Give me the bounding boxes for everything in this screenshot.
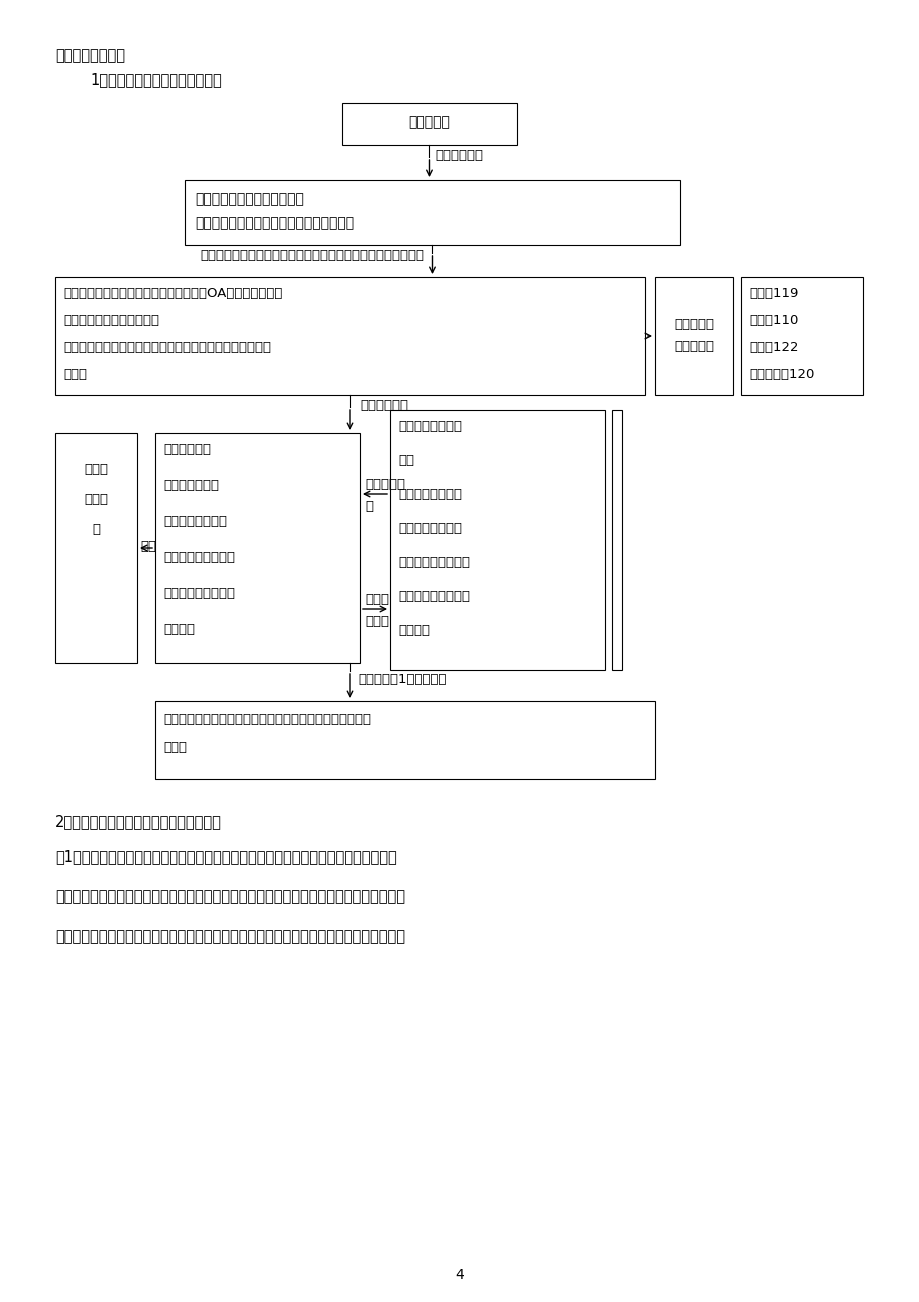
Text: 消防：119: 消防：119 [748, 286, 798, 299]
Text: 经理、项目总工、安: 经理、项目总工、安 [163, 587, 234, 600]
Text: 匪警：110: 匪警：110 [748, 314, 798, 327]
Text: 1、火灾、爆炸事故应急工作流程: 1、火灾、爆炸事故应急工作流程 [90, 72, 221, 87]
Text: 副组长：安全总监: 副组长：安全总监 [163, 516, 227, 529]
Text: 编辑系统，发布预警信息。: 编辑系统，发布预警信息。 [62, 314, 159, 327]
Bar [342, 103, 516, 145]
Text: 一级机: 一级机 [84, 493, 108, 506]
Text: 通知现场任何一位办公室职员，登录公司OA系统的手机短信: 通知现场任何一位办公室职员，登录公司OA系统的手机短信 [62, 286, 282, 299]
Text: 交通：122: 交通：122 [748, 341, 798, 354]
Text: 全知识培训》）。: 全知识培训》）。 [55, 48, 125, 62]
Text: 质量安全保证部、项: 质量安全保证部、项 [398, 590, 470, 603]
Text: 组长：公司总经理: 组长：公司总经理 [398, 488, 461, 501]
Text: 副组长：公司书记: 副组长：公司书记 [398, 522, 461, 535]
Text: 2、火灾、爆炸事故应急流程应遵循的原则: 2、火灾、爆炸事故应急流程应遵循的原则 [55, 814, 221, 829]
Text: 部报警电话: 部报警电话 [674, 340, 713, 353]
Bar [185, 180, 679, 245]
Text: 启动应急机制: 启动应急机制 [359, 398, 407, 411]
Text: 理决策: 理决策 [365, 615, 389, 628]
Text: 装副经理: 装副经理 [163, 622, 195, 635]
Text: 紧急情况为压倒一切的首要任务，绝不能以任何理由推諾拖延。各部门之间、各单位之间必: 紧急情况为压倒一切的首要任务，绝不能以任何理由推諾拖延。各部门之间、各单位之间必 [55, 889, 404, 904]
Text: 组员：项目经理部、: 组员：项目经理部、 [398, 556, 470, 569]
Bar [740, 277, 862, 395]
Text: 报告: 报告 [140, 540, 156, 553]
Text: 迅速前往出事地点开展救治工作，并电话直接联系项目经理手机: 迅速前往出事地点开展救治工作，并电话直接联系项目经理手机 [199, 249, 424, 262]
Text: 府部门: 府部门 [163, 741, 187, 754]
Text: 关: 关 [92, 523, 100, 536]
Bar [55, 434, 137, 663]
Text: 4: 4 [455, 1268, 464, 1282]
Text: 第一时间报告: 第一时间报告 [435, 148, 483, 161]
Text: 组长：项目经理: 组长：项目经理 [163, 479, 219, 492]
Text: 离事故突发地最近的项目领导: 离事故突发地最近的项目领导 [195, 191, 303, 206]
Text: 总部高层和工程指: 总部高层和工程指 [398, 421, 461, 434]
Bar [390, 410, 605, 671]
Text: 组员：书记、土建副: 组员：书记、土建副 [163, 551, 234, 564]
Bar [611, 410, 621, 671]
Text: 挥部: 挥部 [398, 454, 414, 467]
Text: 事故信息反: 事故信息反 [365, 478, 404, 491]
Text: （此信息会一次发送给公司高管层及项目应急小组所有人手: （此信息会一次发送给公司高管层及项目应急小组所有人手 [62, 341, 271, 354]
Text: 项目应急小组: 项目应急小组 [163, 443, 210, 456]
Text: 须服从指挥、协调配合，共同做好工作。因工作不到位或玩忽职守造成严重后果的，要追究: 须服从指挥、协调配合，共同做好工作。因工作不到位或玩忽职守造成严重后果的，要追究 [55, 930, 404, 944]
Text: 目管理部: 目管理部 [398, 624, 429, 637]
Text: （含专业工长及级别以上的项目任何领导）: （含专业工长及级别以上的项目任何领导） [195, 216, 354, 230]
Text: 馈: 馈 [365, 500, 372, 513]
Bar [55, 277, 644, 395]
Text: （1）紧急事故发生后，发现人应立即报警。一旦启动本预案，相关责任人要以处置重大: （1）紧急事故发生后，发现人应立即报警。一旦启动本预案，相关责任人要以处置重大 [55, 849, 396, 865]
Text: 机上）: 机上） [62, 368, 87, 381]
Bar [154, 700, 654, 779]
Text: 急救中心：120: 急救中心：120 [748, 368, 813, 381]
Text: 事故发生后1小时内完成: 事故发生后1小时内完成 [357, 673, 446, 686]
Text: 事故目击人: 事故目击人 [408, 115, 450, 129]
Text: 上报上: 上报上 [84, 464, 108, 477]
Text: 应急预案实施、过程修改、事后经验总结、报公司总部和政: 应急预案实施、过程修改、事后经验总结、报公司总部和政 [163, 713, 370, 727]
Text: 事件处: 事件处 [365, 592, 389, 605]
Bar [154, 434, 359, 663]
Text: 同时拨打外: 同时拨打外 [674, 318, 713, 331]
Bar [654, 277, 732, 395]
